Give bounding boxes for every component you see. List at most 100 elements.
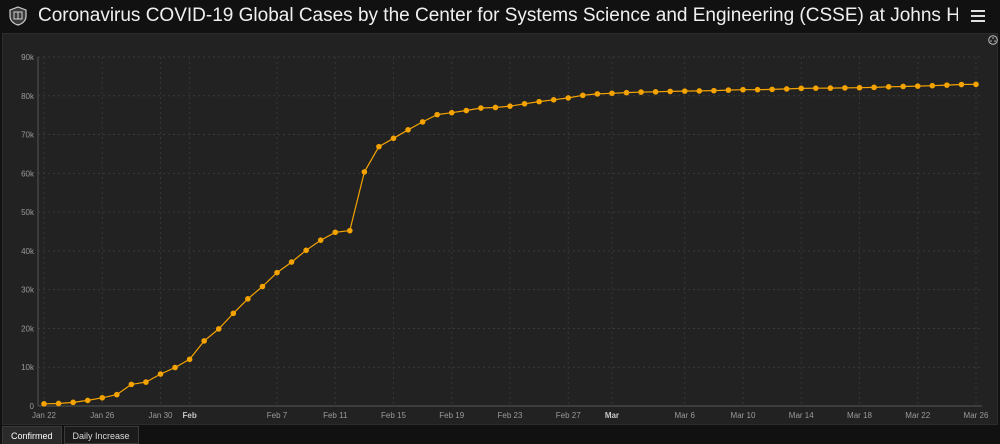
data-point xyxy=(274,269,280,276)
university-shield-icon xyxy=(9,6,27,26)
tab-bar: Confirmed Daily Increase xyxy=(0,426,1000,444)
data-point xyxy=(696,88,703,94)
data-point xyxy=(201,338,207,344)
data-point xyxy=(842,85,848,91)
data-point xyxy=(594,91,601,97)
options-icon[interactable] xyxy=(988,35,998,45)
data-point xyxy=(813,85,819,91)
data-point xyxy=(856,84,863,91)
data-point xyxy=(288,259,295,265)
data-point xyxy=(652,89,659,95)
data-point xyxy=(419,119,426,125)
data-point xyxy=(55,400,62,407)
data-point xyxy=(914,83,921,89)
y-tick-label: 0 xyxy=(30,402,35,411)
x-tick-label: Mar 10 xyxy=(731,411,756,420)
cases-line-chart: 0 10k 20k 30k 40k 50k 60k 70k 80k 90k Jan 22 Jan 26… xyxy=(21,53,989,420)
y-tick-label: 10k xyxy=(21,363,35,372)
x-tick-label: Feb 7 xyxy=(267,411,288,420)
data-point xyxy=(929,82,936,89)
data-point xyxy=(885,84,892,90)
data-point xyxy=(99,394,106,401)
data-point xyxy=(405,127,411,133)
y-tick-label: 30k xyxy=(21,286,35,295)
chart-panel xyxy=(2,33,998,425)
data-point xyxy=(536,98,542,105)
x-tick-label: Feb 15 xyxy=(381,411,406,420)
data-point xyxy=(900,83,906,90)
y-tick-label: 50k xyxy=(21,208,35,217)
data-point xyxy=(434,111,440,118)
data-point xyxy=(958,81,965,88)
x-tick-label: Jan 22 xyxy=(32,411,57,420)
x-tick-label: Feb 23 xyxy=(498,411,523,420)
y-tick-label: 40k xyxy=(21,247,35,256)
y-tick-label: 90k xyxy=(21,53,35,62)
data-point xyxy=(827,85,834,91)
data-point xyxy=(550,96,557,103)
tab-confirmed[interactable]: Confirmed xyxy=(2,426,62,444)
x-tick-label: Mar 18 xyxy=(847,411,872,420)
data-point xyxy=(492,104,499,111)
data-point xyxy=(84,397,91,404)
data-point xyxy=(245,296,251,302)
x-tick-label: Mar 6 xyxy=(675,411,696,420)
data-point xyxy=(740,86,746,93)
data-point xyxy=(332,229,339,236)
data-point xyxy=(565,95,572,101)
tab-daily-increase[interactable]: Daily Increase xyxy=(63,426,139,444)
data-point xyxy=(973,81,979,88)
data-point xyxy=(361,169,368,175)
x-tick-label: Jan 30 xyxy=(148,411,173,420)
x-tick-label: Mar 22 xyxy=(905,411,930,420)
data-point xyxy=(944,82,950,88)
data-point xyxy=(725,87,732,93)
data-point xyxy=(230,310,237,317)
y-tick-label: 20k xyxy=(21,324,35,333)
data-point xyxy=(157,371,164,377)
data-point xyxy=(580,92,586,99)
data-point xyxy=(754,86,761,93)
data-point xyxy=(507,103,513,109)
data-point xyxy=(186,356,193,363)
data-point xyxy=(623,89,630,96)
hamburger-menu-icon[interactable] xyxy=(968,6,988,26)
y-tick-label: 70k xyxy=(21,131,35,140)
data-point xyxy=(638,89,644,95)
data-point xyxy=(114,391,120,398)
data-point xyxy=(317,237,324,243)
app-header: Coronavirus COVID-19 Global Cases by the… xyxy=(0,0,1000,32)
x-tick-label: Feb xyxy=(183,411,197,420)
page-title: Coronavirus COVID-19 Global Cases by the… xyxy=(38,5,958,26)
x-tick-label: Mar 14 xyxy=(789,411,814,420)
data-point xyxy=(70,399,76,406)
data-point xyxy=(376,143,382,150)
data-point xyxy=(143,379,149,385)
data-point xyxy=(390,135,397,142)
data-point xyxy=(783,86,790,92)
data-point xyxy=(172,364,178,371)
x-tick-label: Feb 11 xyxy=(323,411,348,420)
data-point xyxy=(128,381,135,388)
data-point xyxy=(259,283,266,290)
data-point xyxy=(711,87,717,94)
data-point xyxy=(215,326,222,332)
x-tick-label: Mar 26 xyxy=(964,411,989,420)
data-point xyxy=(871,84,877,91)
data-point xyxy=(347,227,353,234)
x-tick-label: Jan 26 xyxy=(90,411,115,420)
data-point xyxy=(448,109,455,116)
data-point xyxy=(478,105,484,111)
data-point xyxy=(609,90,615,97)
data-point xyxy=(798,85,805,92)
data-point xyxy=(769,86,775,93)
data-point xyxy=(463,107,470,114)
x-tick-label: Feb 27 xyxy=(556,411,581,420)
y-tick-label: 60k xyxy=(21,169,35,178)
data-point xyxy=(303,247,309,254)
x-tick-label: Feb 19 xyxy=(439,411,464,420)
data-point xyxy=(681,88,688,94)
x-tick-label: Mar xyxy=(605,411,619,420)
data-point xyxy=(667,88,673,95)
